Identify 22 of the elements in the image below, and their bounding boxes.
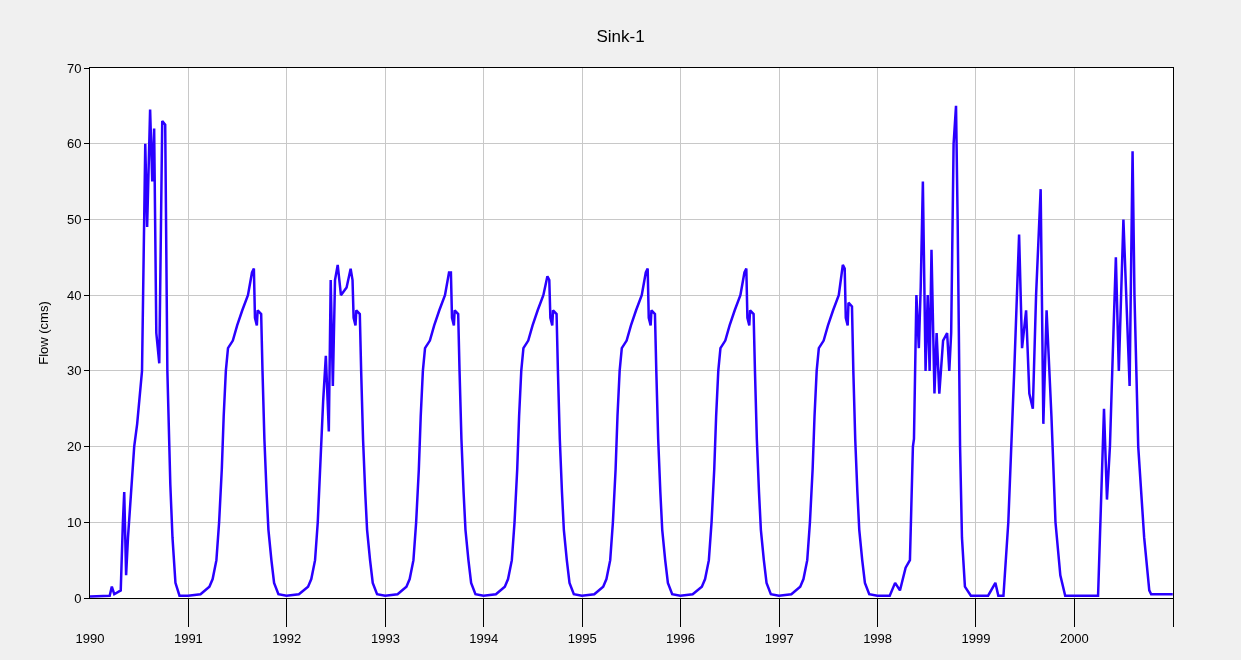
y-tick-label: 50: [66, 211, 82, 227]
x-tick-label: 1993: [370, 630, 400, 646]
x-tick-label: 2000: [1059, 630, 1089, 646]
x-tick-label: 1999: [961, 630, 991, 646]
chart-title: Sink-1: [596, 26, 645, 46]
y-tick-label: 40: [66, 287, 82, 303]
y-tick-label: 60: [66, 136, 82, 152]
y-tick-label: 0: [74, 590, 82, 606]
x-tick-label: 1991: [173, 630, 203, 646]
y-axis-title: Flow (cms): [35, 301, 51, 365]
x-tick-label: 1998: [863, 630, 893, 646]
line-series: [90, 104, 1173, 598]
x-tick-label: 1997: [764, 630, 794, 646]
y-tick-label: 20: [66, 439, 82, 455]
x-tick-label: 1994: [469, 630, 499, 646]
x-tick-label: 1992: [272, 630, 302, 646]
x-tick-label: 1995: [567, 630, 597, 646]
x-tick-label: 1990: [75, 630, 105, 646]
y-tick-label: 10: [66, 514, 82, 530]
y-tick-label: 70: [66, 60, 82, 76]
x-tick-label: 1996: [666, 630, 696, 646]
y-tick-label: 30: [66, 363, 82, 379]
